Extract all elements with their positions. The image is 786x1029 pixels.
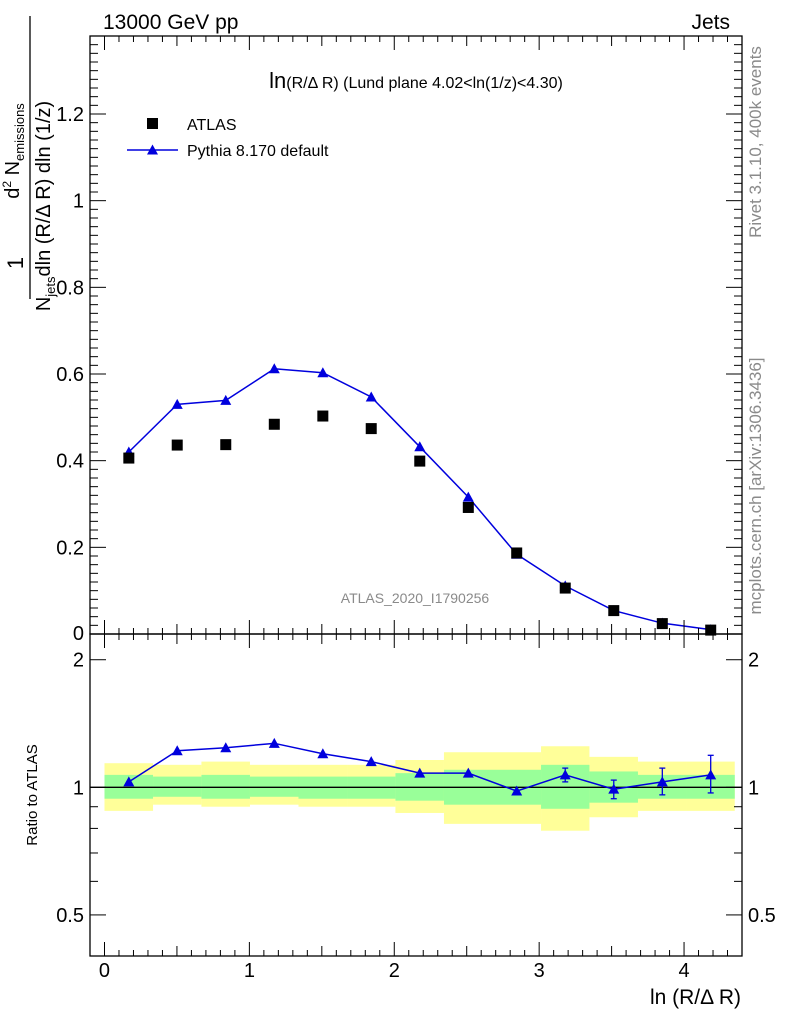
pythia-point	[220, 394, 232, 405]
ratio-point	[462, 767, 474, 778]
watermark: ATLAS_2020_I1790256	[341, 590, 490, 606]
y-label-denominator: Njetsdln (R/Δ R) dln (1/z)	[33, 101, 58, 311]
ratio-point	[608, 783, 620, 794]
legend-pythia-label: Pythia 8.170 default	[187, 143, 329, 160]
pythia-point	[268, 363, 280, 374]
ratio-y-tick-label: 0.5	[56, 905, 84, 927]
ratio-point	[220, 742, 232, 753]
ratio-point	[171, 745, 183, 756]
legend-atlas-label: ATLAS	[187, 117, 237, 134]
atlas-point	[656, 618, 668, 630]
y-tick-label: 1.2	[56, 104, 84, 126]
atlas-point	[317, 410, 329, 422]
y-tick-label: 0.2	[56, 537, 84, 559]
atlas-point	[462, 501, 474, 513]
main-plot: ATLAS_2020_I1790256 ln(R/Δ R) (Lund plan…	[0, 16, 743, 645]
title-main: ln	[269, 68, 286, 93]
atlas-point	[268, 418, 280, 430]
atlas-point	[559, 582, 571, 594]
ratio-y-tick-label-right: 1	[748, 777, 759, 799]
x-tick-label: 3	[534, 960, 545, 982]
y-tick-label: 0.6	[56, 364, 84, 386]
ratio-point	[365, 756, 377, 767]
header-right: Jets	[691, 11, 730, 34]
x-tick-label: 1	[244, 960, 255, 982]
ratio-point	[705, 769, 717, 780]
pythia-point	[317, 367, 329, 378]
x-tick-label: 2	[389, 960, 400, 982]
y-label-one: 1	[3, 257, 28, 269]
mcplots-label: mcplots.cern.ch [arXiv:1306.3436]	[746, 357, 765, 614]
legend: ATLAS Pythia 8.170 default	[127, 117, 329, 160]
atlas-point	[123, 452, 135, 464]
ratio-frame	[89, 633, 743, 957]
pythia-point	[171, 398, 183, 409]
y-label-numerator: d2 Nemissions	[0, 103, 27, 199]
pythia-point	[365, 391, 377, 402]
legend-atlas-marker	[147, 118, 158, 129]
atlas-point	[171, 439, 183, 451]
ratio-point	[123, 776, 135, 787]
ratio-y-tick-label: 2	[73, 650, 84, 672]
ratio-y-tick-label-right: 0.5	[748, 905, 776, 927]
y-tick-label: 0.4	[56, 451, 84, 473]
x-axis-label: ln (R/Δ R)	[650, 986, 741, 1009]
ratio-point	[511, 785, 523, 796]
y-tick-label: 0.8	[56, 277, 84, 299]
atlas-point	[365, 423, 377, 435]
ratio-point	[559, 769, 571, 780]
y-tick-label: 1	[73, 191, 84, 213]
ratio-y-tick-label-right: 2	[748, 650, 759, 672]
ratio-y-tick-label: 1	[73, 777, 84, 799]
ratio-point	[317, 748, 329, 759]
atlas-point	[705, 624, 717, 636]
rivet-label: Rivet 3.1.10, 400k events	[746, 46, 765, 238]
atlas-point	[414, 455, 426, 467]
legend-pythia-marker	[147, 144, 158, 155]
pythia-point	[462, 491, 474, 502]
atlas-point	[511, 547, 523, 559]
ratio-point	[656, 776, 668, 787]
x-tick-label: 0	[99, 960, 110, 982]
atlas-point	[608, 605, 620, 617]
title-rest: (R/Δ R) (Lund plane 4.02<ln(1/z)<4.30)	[286, 75, 563, 92]
x-tick-label: 4	[678, 960, 689, 982]
y-tick-label-zero: 0	[73, 623, 84, 645]
ratio-y-label: Ratio to ATLAS	[24, 744, 41, 845]
header-left: 13000 GeV pp	[103, 11, 238, 34]
ratio-point	[414, 767, 426, 778]
ratio-plot: Ratio to ATLAS 0.5 0.5 1 1 2 2	[24, 633, 776, 957]
pythia-point	[414, 441, 426, 452]
plot-title: ln(R/Δ R) (Lund plane 4.02<ln(1/z)<4.30)	[269, 68, 563, 93]
ratio-point	[268, 737, 280, 748]
y-axis-label: 1 Njetsdln (R/Δ R) dln (1/z) d2 Nemissio…	[0, 16, 58, 311]
atlas-point	[220, 439, 232, 451]
